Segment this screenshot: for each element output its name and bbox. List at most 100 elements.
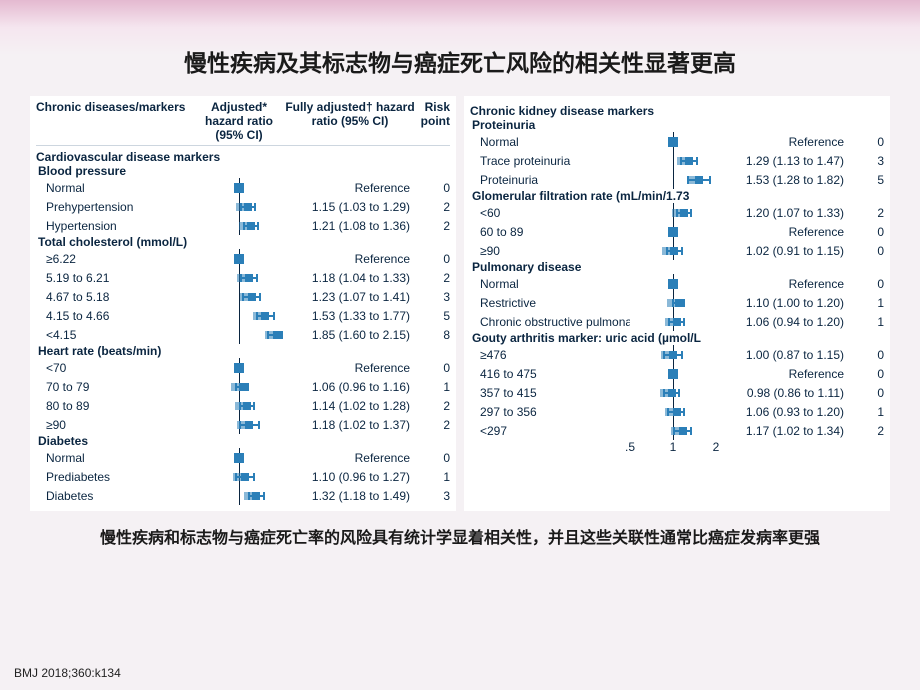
row-hr-text: Reference xyxy=(716,225,850,239)
row-risk-point: 3 xyxy=(416,489,450,503)
row-label: Normal xyxy=(36,181,196,195)
row-label: <297 xyxy=(470,424,630,438)
row-hr-text: 1.53 (1.28 to 1.82) xyxy=(716,173,850,187)
row-risk-point: 0 xyxy=(850,348,884,362)
row-risk-point: 2 xyxy=(850,206,884,220)
row-risk-point: 2 xyxy=(416,418,450,432)
forest-row: Prediabetes1.10 (0.96 to 1.27)1 xyxy=(36,467,450,486)
forest-row: NormalReference0 xyxy=(470,132,884,151)
section-header: Chronic kidney disease markers xyxy=(470,104,884,118)
forest-row: NormalReference0 xyxy=(36,448,450,467)
forest-chart-cell xyxy=(630,364,716,383)
group-header: Gouty arthritis marker: uric acid (µmol/… xyxy=(472,331,884,345)
row-hr-text: 0.98 (0.86 to 1.11) xyxy=(716,386,850,400)
row-hr-text: 1.21 (1.08 to 1.36) xyxy=(282,219,416,233)
row-hr-text: 1.29 (1.13 to 1.47) xyxy=(716,154,850,168)
row-label: 5.19 to 6.21 xyxy=(36,271,196,285)
row-label: Trace proteinuria xyxy=(470,154,630,168)
row-hr-text: 1.06 (0.96 to 1.16) xyxy=(282,380,416,394)
row-hr-text: 1.53 (1.33 to 1.77) xyxy=(282,309,416,323)
row-risk-point: 0 xyxy=(850,135,884,149)
row-label: <60 xyxy=(470,206,630,220)
row-label: Normal xyxy=(470,135,630,149)
row-risk-point: 1 xyxy=(850,296,884,310)
row-risk-point: 2 xyxy=(850,424,884,438)
row-hr-text: 1.02 (0.91 to 1.15) xyxy=(716,244,850,258)
row-risk-point: 0 xyxy=(416,361,450,375)
forest-chart-cell xyxy=(630,241,716,260)
row-hr-text: 1.18 (1.02 to 1.37) xyxy=(282,418,416,432)
row-label: Proteinuria xyxy=(470,173,630,187)
row-label: 297 to 356 xyxy=(470,405,630,419)
forest-chart-cell xyxy=(196,467,282,486)
row-label: 4.67 to 5.18 xyxy=(36,290,196,304)
row-label: ≥90 xyxy=(36,418,196,432)
row-label: ≥6.22 xyxy=(36,252,196,266)
group-header: Proteinuria xyxy=(472,118,884,132)
row-hr-text: Reference xyxy=(716,367,850,381)
row-risk-point: 5 xyxy=(850,173,884,187)
forest-chart-cell xyxy=(630,274,716,293)
row-label: 60 to 89 xyxy=(470,225,630,239)
forest-row: NormalReference0 xyxy=(36,178,450,197)
col-header-label: Chronic diseases/markers xyxy=(36,100,196,142)
row-hr-text: 1.20 (1.07 to 1.33) xyxy=(716,206,850,220)
row-label: <4.15 xyxy=(36,328,196,342)
row-risk-point: 0 xyxy=(850,386,884,400)
row-risk-point: 2 xyxy=(416,271,450,285)
row-label: 70 to 79 xyxy=(36,380,196,394)
row-label: Prediabetes xyxy=(36,470,196,484)
group-header: Glomerular filtration rate (mL/min/1.73 xyxy=(472,189,884,203)
forest-row: ≥6.22Reference0 xyxy=(36,249,450,268)
forest-row: 4.67 to 5.181.23 (1.07 to 1.41)3 xyxy=(36,287,450,306)
row-risk-point: 0 xyxy=(850,225,884,239)
row-hr-text: 1.10 (0.96 to 1.27) xyxy=(282,470,416,484)
forest-chart-cell xyxy=(196,415,282,434)
row-risk-point: 0 xyxy=(850,277,884,291)
row-risk-point: 3 xyxy=(850,154,884,168)
row-hr-text: 1.17 (1.02 to 1.34) xyxy=(716,424,850,438)
row-hr-text: 1.14 (1.02 to 1.28) xyxy=(282,399,416,413)
forest-chart-cell xyxy=(630,312,716,331)
row-risk-point: 1 xyxy=(416,380,450,394)
row-risk-point: 1 xyxy=(850,405,884,419)
forest-row: Hypertension1.21 (1.08 to 1.36)2 xyxy=(36,216,450,235)
axis-tick-label: .5 xyxy=(625,440,635,454)
row-label: Normal xyxy=(36,451,196,465)
row-label: Hypertension xyxy=(36,219,196,233)
forest-row: Chronic obstructive pulmonary disease1.0… xyxy=(470,312,884,331)
forest-chart-cell xyxy=(196,358,282,377)
forest-row: Restrictive1.10 (1.00 to 1.20)1 xyxy=(470,293,884,312)
citation: BMJ 2018;360:k134 xyxy=(14,666,121,680)
row-label: 357 to 415 xyxy=(470,386,630,400)
forest-row: 80 to 891.14 (1.02 to 1.28)2 xyxy=(36,396,450,415)
row-risk-point: 0 xyxy=(850,367,884,381)
forest-chart-cell xyxy=(196,377,282,396)
row-risk-point: 8 xyxy=(416,328,450,342)
forest-chart-cell xyxy=(196,325,282,344)
row-risk-point: 3 xyxy=(416,290,450,304)
row-risk-point: 0 xyxy=(416,252,450,266)
slide-subtitle: 慢性疾病和标志物与癌症死亡率的风险具有统计学显着相关性，并且这些关联性通常比癌症… xyxy=(0,511,920,552)
col-header-adj: Adjusted* hazard ratio (95% CI) xyxy=(196,100,282,142)
forest-row: <297 1.17 (1.02 to 1.34)2 xyxy=(470,421,884,440)
row-hr-text: 1.85 (1.60 to 2.15) xyxy=(282,328,416,342)
row-risk-point: 2 xyxy=(416,399,450,413)
forest-chart-cell xyxy=(196,197,282,216)
row-label: Normal xyxy=(470,277,630,291)
row-hr-text: 1.18 (1.04 to 1.33) xyxy=(282,271,416,285)
forest-chart-cell xyxy=(630,383,716,402)
forest-row: 70 to 79 1.06 (0.96 to 1.16)1 xyxy=(36,377,450,396)
forest-row: <60 1.20 (1.07 to 1.33)2 xyxy=(470,203,884,222)
forest-row: 297 to 3561.06 (0.93 to 1.20)1 xyxy=(470,402,884,421)
forest-row: 357 to 415 0.98 (0.86 to 1.11)0 xyxy=(470,383,884,402)
row-risk-point: 0 xyxy=(416,181,450,195)
row-risk-point: 1 xyxy=(850,315,884,329)
row-label: Prehypertension xyxy=(36,200,196,214)
row-risk-point: 0 xyxy=(416,451,450,465)
forest-row: ≥4761.00 (0.87 to 1.15)0 xyxy=(470,345,884,364)
axis-tick-label: 2 xyxy=(713,440,720,454)
row-label: ≥90 xyxy=(470,244,630,258)
forest-chart-cell xyxy=(630,293,716,312)
section-header: Cardiovascular disease markers xyxy=(36,150,450,164)
